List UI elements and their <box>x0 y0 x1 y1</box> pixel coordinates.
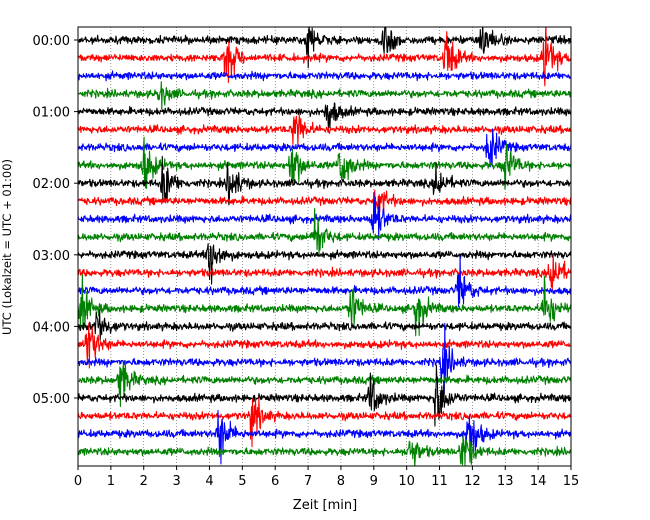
seismogram-traces <box>78 27 571 466</box>
x-tick-label: 0 <box>74 474 82 489</box>
y-axis-ticks: 00:00 01:00 02:00 03:00 04:00 05:00 <box>33 34 78 407</box>
grid-lines <box>110 27 539 466</box>
seismogram-trace <box>78 27 571 87</box>
x-tick-label: 14 <box>530 474 547 489</box>
y-tick-label: 02:00 <box>33 177 70 192</box>
x-tick-label: 9 <box>370 474 378 489</box>
seismogram-trace <box>78 207 571 256</box>
y-tick-label: 04:00 <box>33 320 70 335</box>
seismogram-trace <box>78 409 571 465</box>
seismogram-trace <box>78 102 571 132</box>
seismogram-trace <box>78 114 571 146</box>
seismogram-trace <box>78 192 571 241</box>
seismogram-trace <box>78 81 571 110</box>
plot-frame <box>77 26 572 467</box>
seismogram-trace <box>78 70 571 82</box>
y-tick-label: 05:00 <box>33 392 70 407</box>
x-axis-ticks: 0 1 2 3 4 5 6 7 8 9 10 11 12 13 14 15 <box>74 466 579 489</box>
seismogram-trace <box>78 322 571 395</box>
seismogram-trace <box>78 273 571 337</box>
y-tick-label: 03:00 <box>33 249 70 264</box>
seismogram-trace <box>78 155 571 206</box>
x-tick-label: 12 <box>464 474 481 489</box>
y-axis-label: UTC (Lokalzeit = UTC + 01:00) <box>0 159 14 335</box>
x-tick-label: 11 <box>431 474 448 489</box>
x-tick-label: 7 <box>304 474 312 489</box>
seismogram-trace <box>78 189 571 226</box>
seismogram-trace <box>78 397 571 448</box>
seismogram-trace <box>78 243 571 285</box>
seismogram-trace <box>78 255 571 308</box>
x-tick-label: 1 <box>107 474 115 489</box>
x-tick-label: 13 <box>497 474 514 489</box>
x-tick-label: 3 <box>172 474 180 489</box>
x-tick-label: 8 <box>337 474 345 489</box>
seismogram-trace <box>78 253 571 291</box>
x-tick-label: 5 <box>238 474 246 489</box>
x-tick-label: 10 <box>398 474 415 489</box>
seismogram-trace <box>78 435 571 466</box>
seismogram-trace <box>78 322 571 369</box>
seismogram-trace <box>78 309 571 341</box>
x-axis-label: Zeit [min] <box>293 498 357 513</box>
y-tick-label: 00:00 <box>33 34 70 49</box>
x-tick-label: 2 <box>140 474 148 489</box>
x-tick-label: 15 <box>563 474 580 489</box>
seismogram-trace <box>78 136 571 190</box>
x-tick-label: 6 <box>271 474 279 489</box>
x-tick-label: 4 <box>205 474 213 489</box>
seismogram-trace <box>78 128 571 168</box>
y-tick-label: 01:00 <box>33 106 70 121</box>
seismogram-trace <box>78 364 571 427</box>
seismogram-trace <box>78 27 571 69</box>
seismogram-trace <box>78 359 571 407</box>
